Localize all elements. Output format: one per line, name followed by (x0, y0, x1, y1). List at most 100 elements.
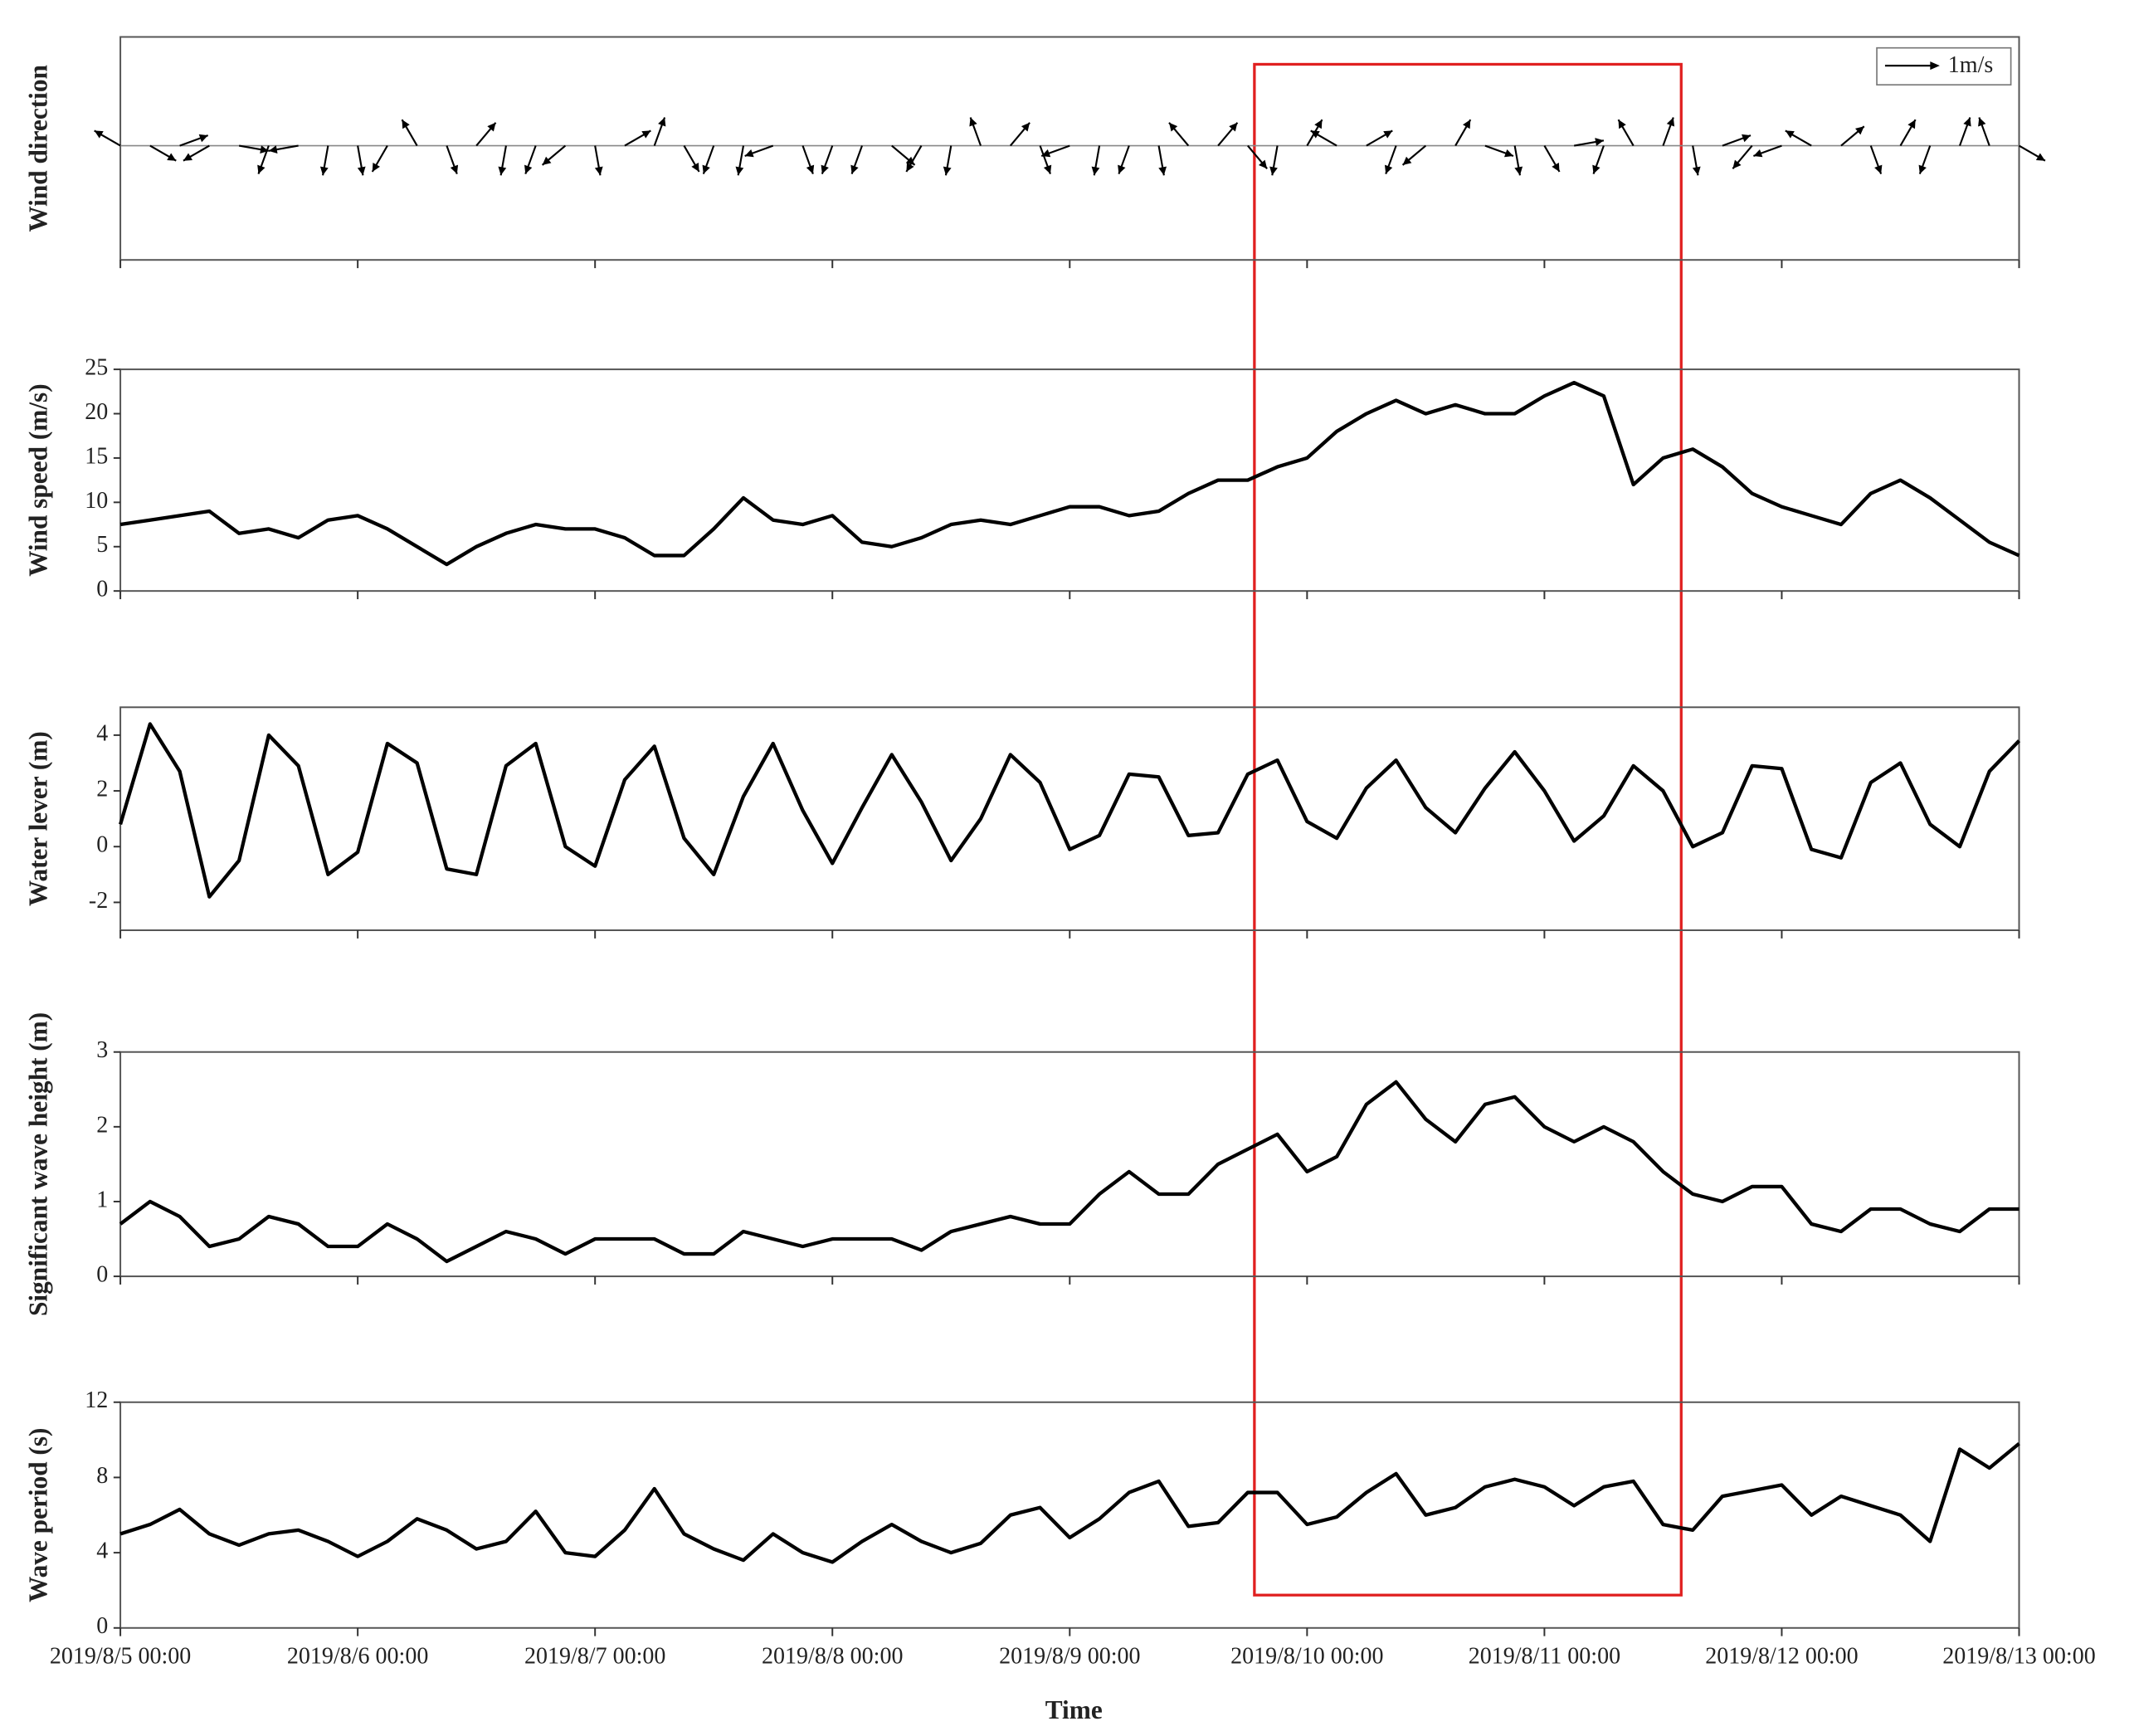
wind-arrow (1513, 145, 1523, 176)
arrow-head (94, 130, 104, 139)
arrow-head (167, 153, 177, 161)
arrow-head (2035, 153, 2045, 161)
wind-arrow (2018, 144, 2046, 162)
wind-arrow (1840, 125, 1865, 147)
arrow-head (594, 166, 603, 176)
wind-arrow (594, 145, 603, 176)
wind-arrow (1366, 129, 1393, 147)
y-tick-label: 10 (85, 488, 108, 514)
arrow-head (1907, 119, 1916, 129)
x-tick-label: 2019/8/5 00:00 (50, 1643, 191, 1669)
wind-arrow (1753, 144, 1782, 158)
wind-arrow (257, 145, 270, 175)
wind-arrow (1484, 144, 1514, 158)
wind-arrow (1722, 134, 1752, 147)
wind-arrow (683, 145, 700, 173)
arrow-head (257, 164, 266, 174)
wind-arrow (1401, 144, 1427, 166)
x-tick-label: 2019/8/12 00:00 (1705, 1643, 1858, 1669)
plot-frame (119, 1401, 2020, 1629)
wind-arrow (653, 117, 666, 146)
arrow-head (487, 122, 496, 132)
wind-arrow (1899, 119, 1917, 147)
arrow-head (1091, 166, 1100, 176)
y-axis-label: Significant wave height (m) (24, 1012, 53, 1316)
arrow-head (402, 119, 410, 129)
wind-arrow (446, 145, 459, 175)
wind-arrow (1573, 138, 1605, 147)
y-tick-label: 12 (85, 1387, 108, 1413)
arrow-head (1732, 159, 1742, 169)
arrow-head (1259, 159, 1268, 169)
arrow-head (1021, 122, 1030, 132)
arrow-head (1785, 130, 1795, 139)
arrow-head (372, 162, 380, 172)
y-tick-label: 5 (96, 532, 108, 558)
wind-arrow (1040, 144, 1070, 158)
wind-arrow (1118, 145, 1130, 175)
legend-arrow-head (1930, 61, 1940, 71)
data-line (119, 380, 2020, 567)
arrow-head (1618, 119, 1626, 129)
y-tick-label: 3 (96, 1037, 108, 1063)
arrow-head (183, 153, 192, 161)
wind-arrow (179, 134, 209, 147)
arrow-head (1753, 149, 1763, 158)
arrow-head (1854, 126, 1864, 135)
wind-arrow (891, 144, 916, 166)
wind-arrow (1617, 119, 1635, 147)
arrow-head (1463, 119, 1471, 129)
y-axis-label: Wind speed (m/s) (24, 383, 53, 577)
arrow-head (1692, 166, 1701, 176)
arrow-head (1314, 119, 1323, 129)
arrow-head (524, 164, 533, 174)
wind-arrow (1384, 145, 1397, 175)
y-axis-label: Wave period (s) (24, 1428, 53, 1602)
x-tick-label: 2019/8/7 00:00 (524, 1643, 665, 1669)
y-tick-label: 20 (85, 399, 108, 425)
x-axis-label: Time (1045, 1695, 1103, 1724)
arrow-head (357, 166, 366, 176)
wind-arrow (1918, 145, 1932, 175)
arrow-head (1963, 117, 1971, 127)
arrow-head (1041, 149, 1051, 158)
arrow-head (1118, 164, 1126, 174)
x-tick-label: 2019/8/10 00:00 (1230, 1643, 1383, 1669)
y-tick-label: 4 (96, 1539, 108, 1564)
arrow-head (850, 164, 859, 174)
arrow-head (1552, 162, 1560, 172)
arrow-head (906, 162, 914, 172)
wind-arrow (850, 145, 864, 175)
wind-arrow (475, 122, 497, 147)
arrow-head (1514, 166, 1523, 176)
arrow-head (268, 145, 278, 154)
arrow-head (1978, 117, 1986, 127)
wind-arrow (1592, 145, 1605, 175)
wind-arrow (624, 129, 651, 147)
x-tick-label: 2019/8/8 00:00 (762, 1643, 903, 1669)
y-tick-label: 4 (96, 720, 108, 746)
arrow-head (1310, 130, 1320, 139)
x-tick-label: 2019/8/9 00:00 (999, 1643, 1140, 1669)
wind-arrow (524, 145, 537, 175)
arrow-head (702, 164, 710, 174)
arrow-head (450, 164, 459, 174)
arrow-head (1592, 164, 1600, 174)
wind-arrow (1269, 145, 1279, 176)
wind-arrow (1091, 145, 1101, 176)
wind-arrow (1732, 144, 1753, 170)
wind-arrow (149, 144, 177, 162)
data-line (119, 722, 2021, 899)
x-tick-label: 2019/8/13 00:00 (1942, 1643, 2095, 1669)
wind-arrow (371, 145, 388, 173)
y-tick-label: 25 (85, 355, 108, 381)
wind-arrow (1785, 129, 1812, 147)
arrow-head (1402, 156, 1412, 165)
wind-arrow (1958, 117, 1971, 146)
y-tick-label: 0 (96, 1262, 108, 1288)
arrow-head (498, 166, 507, 176)
plot-frame (119, 36, 2020, 261)
data-line (119, 1441, 2020, 1564)
y-axis-label: Wind direction (24, 65, 53, 232)
wind-arrow (319, 145, 329, 176)
